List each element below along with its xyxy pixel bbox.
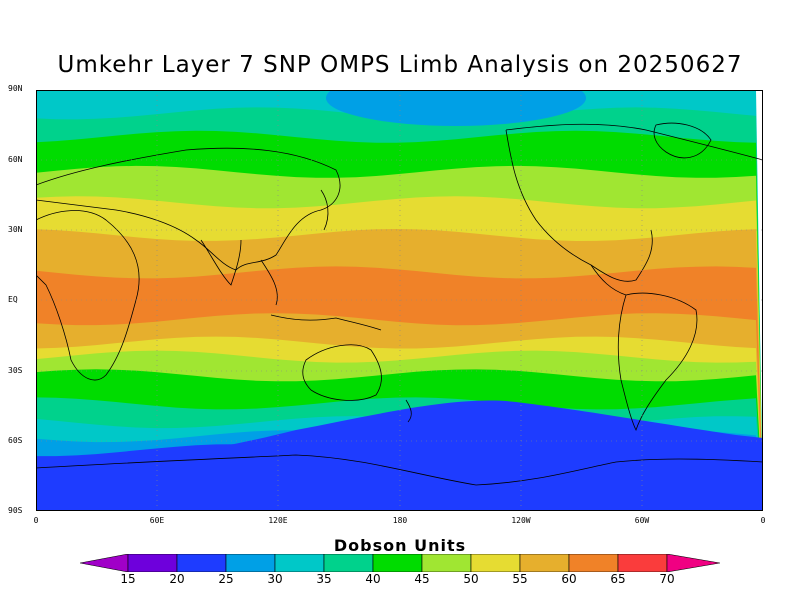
colorbar-cell: [127, 554, 178, 572]
lon-label-60e: 60E: [149, 516, 165, 525]
colorbar-cell: [323, 554, 374, 572]
lat-label-30n: 30N: [8, 225, 23, 234]
colorbar-tick-label: 20: [169, 572, 185, 586]
colorbar-arrow-high: [666, 554, 720, 572]
colorbar-tick-label: 15: [120, 572, 136, 586]
colorbar-cell: [519, 554, 570, 572]
colorbar-cell: [274, 554, 325, 572]
colorbar-cell: [470, 554, 521, 572]
ozone-map: [36, 90, 763, 511]
colorbar-tick-label: 55: [512, 572, 528, 586]
colorbar-cell: [372, 554, 423, 572]
lat-label-90n: 90N: [8, 84, 23, 93]
lat-label-90s: 90S: [8, 506, 23, 515]
lat-label-eq: EQ: [8, 295, 18, 304]
lon-label-0-end: 0: [760, 516, 766, 525]
colorbar-cell: [225, 554, 276, 572]
colorbar-cell: [568, 554, 619, 572]
lon-label-180: 180: [392, 516, 408, 525]
lat-label-60s: 60S: [8, 436, 23, 445]
lat-label-60n: 60N: [8, 155, 23, 164]
map-title: Umkehr Layer 7 SNP OMPS Limb Analysis on…: [57, 52, 743, 78]
graticule: [36, 90, 763, 511]
colorbar: [80, 554, 720, 572]
lat-label-30s: 30S: [8, 366, 23, 375]
lon-label-60w: 60W: [634, 516, 650, 525]
map-border: [36, 90, 763, 511]
colorbar-tick-label: 60: [561, 572, 577, 586]
colorbar-arrow-low: [80, 554, 129, 572]
colorbar-tick-label: 25: [218, 572, 234, 586]
arctic-low-region: [326, 90, 586, 126]
colorbar-tick-label: 35: [316, 572, 332, 586]
lon-label-0: 0: [33, 516, 39, 525]
colorbar-tick-label: 30: [267, 572, 283, 586]
colorbar-title: Dobson Units: [333, 536, 467, 555]
colorbar-tick-label: 50: [463, 572, 479, 586]
colorbar-tick-label: 45: [414, 572, 430, 586]
colorbar-tick-label: 65: [610, 572, 626, 586]
lon-label-120w: 120W: [511, 516, 531, 525]
colorbar-tick-label: 40: [365, 572, 381, 586]
colorbar-tick-label: 70: [659, 572, 675, 586]
colorbar-cell: [421, 554, 472, 572]
colorbar-cell: [176, 554, 227, 572]
coastlines: [36, 122, 763, 486]
lon-label-120e: 120E: [268, 516, 288, 525]
antarctic-low-region: [36, 400, 763, 511]
colorbar-cell: [617, 554, 668, 572]
